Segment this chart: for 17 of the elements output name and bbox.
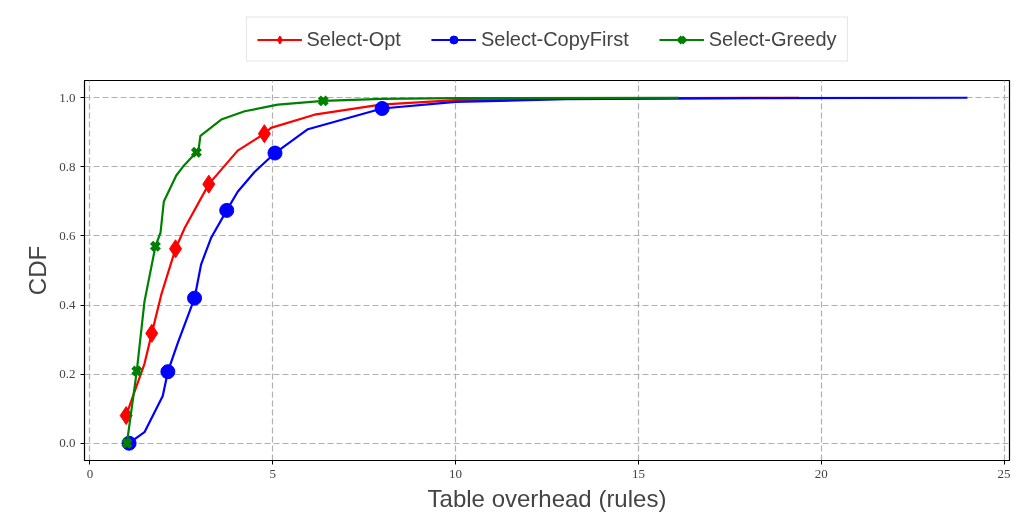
y-tick-label: 0.8 [59,158,76,174]
legend-label: Select-Opt [306,27,401,51]
y-tick-label: 0.6 [59,227,76,243]
legend-label: Select-CopyFirst [480,27,629,51]
x-tick-label: 10 [449,465,463,481]
x-tick-label: 5 [269,465,277,481]
x-tick-label: 20 [814,465,828,481]
x-axis-title: Table overhead (rules) [427,484,667,512]
x-tick-label: 25 [997,465,1011,481]
y-tick-label: 1.0 [59,89,76,105]
x-tick-label: 0 [86,465,94,481]
y-tick-label: 0.4 [59,297,76,313]
legend-label: Select-Greedy [708,27,837,51]
y-axis-title: CDF [24,245,52,296]
y-tick-label: 0.0 [59,435,76,451]
x-tick-label: 15 [631,465,645,481]
y-tick-label: 0.2 [59,366,76,382]
